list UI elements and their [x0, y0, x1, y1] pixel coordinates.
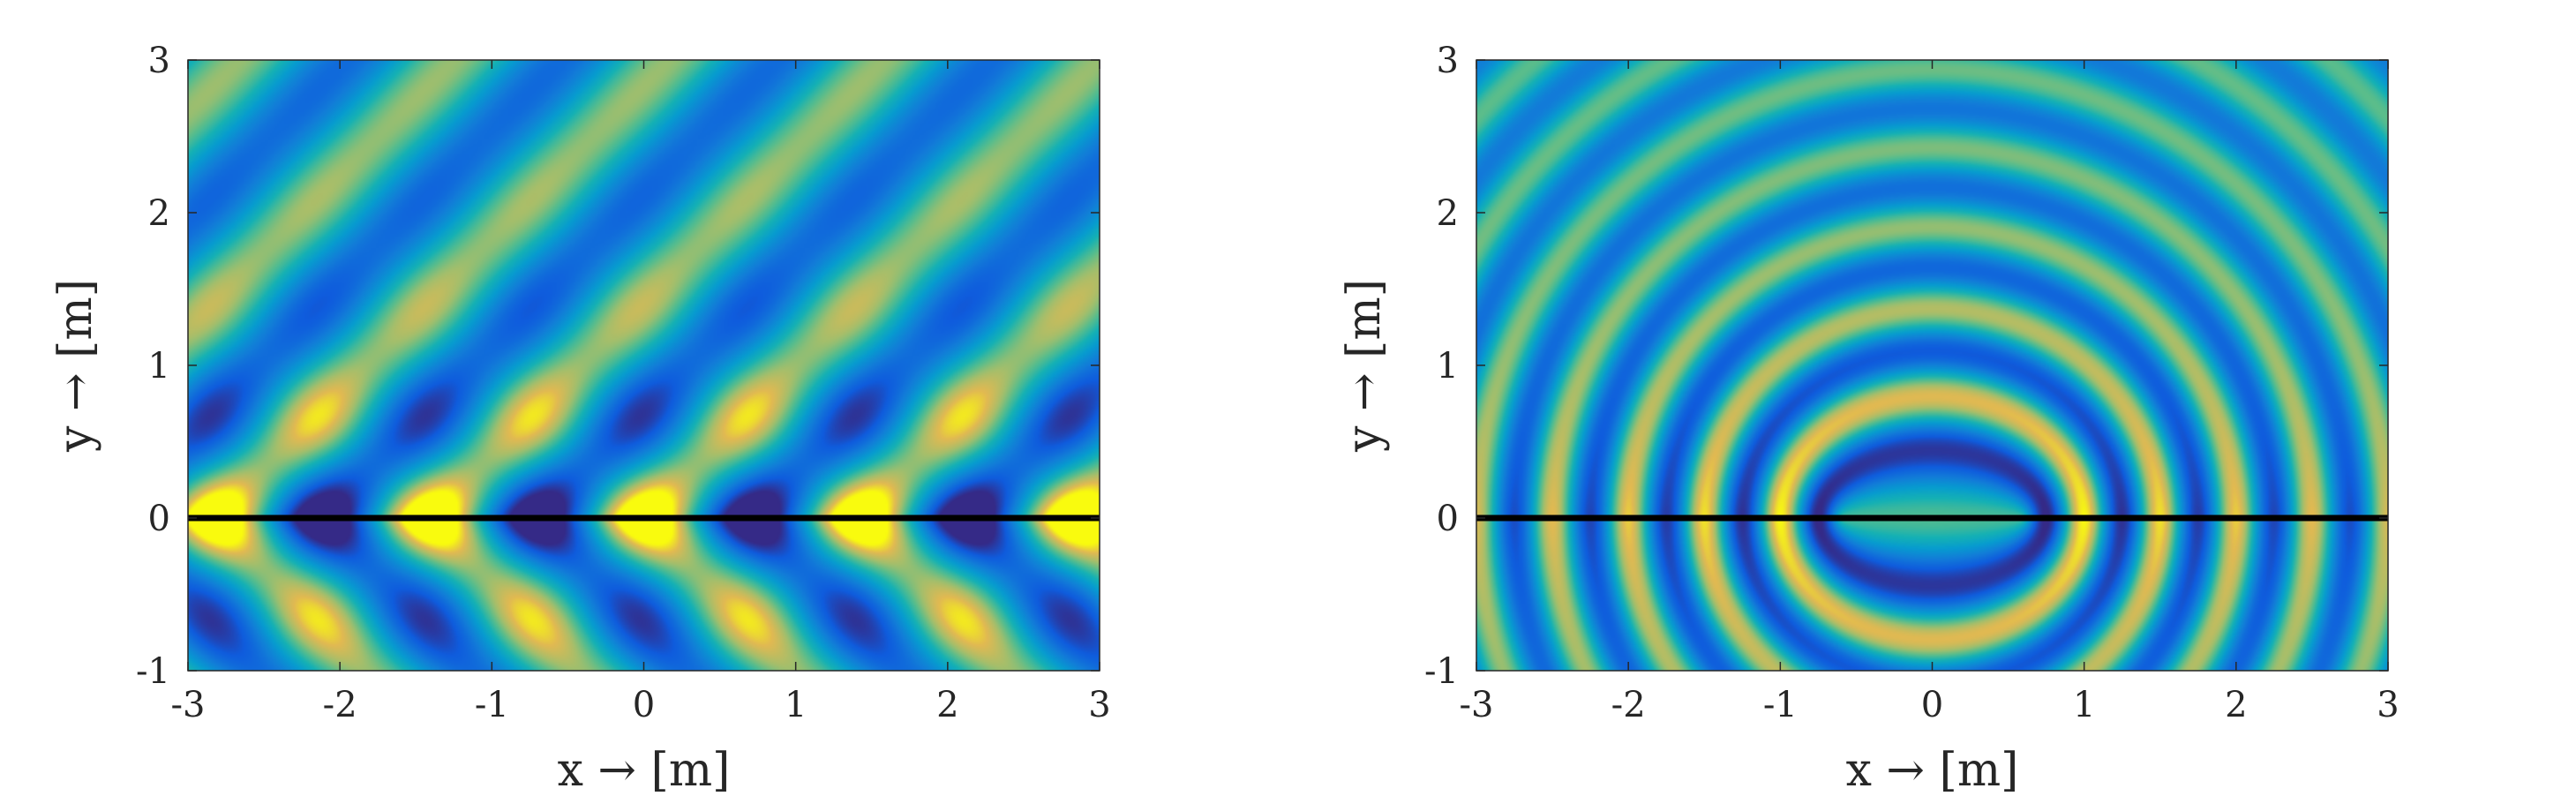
y-axis-label: y → [m]	[49, 279, 102, 453]
x-tick-label: -3	[1460, 685, 1494, 725]
y-tick-label: 3	[1437, 41, 1459, 81]
y-tick-label: 1	[148, 346, 170, 387]
heatmap-left	[188, 60, 1100, 671]
heatmap-right	[1476, 60, 2388, 671]
y-tick-label: 2	[148, 193, 170, 234]
y-tick-label: -1	[1424, 651, 1459, 692]
y-tick-label: 2	[1437, 193, 1459, 234]
x-tick-label: 1	[2073, 685, 2095, 725]
x-tick-label: 0	[633, 685, 655, 725]
plot-frame	[187, 59, 1100, 672]
panel-left: -3 -2 -1 0 1 2 3 -1 0 1 2 3 x → [m] y → [m]	[49, 41, 1111, 797]
y-tick-label: -1	[136, 651, 170, 692]
y-tick-label: 3	[148, 41, 170, 81]
x-tick-label: 2	[936, 685, 958, 725]
y-tick-label: 1	[1437, 346, 1459, 387]
x-tick-label: -3	[171, 685, 206, 725]
x-tick-label: 3	[1088, 685, 1110, 725]
y-tick-label: 0	[1437, 499, 1459, 539]
x-tick-label: -1	[475, 685, 509, 725]
x-axis-label: x → [m]	[1846, 744, 2019, 797]
x-tick-label: 2	[2225, 685, 2247, 725]
y-tick-label: 0	[148, 499, 170, 539]
plot-frame	[1476, 59, 2389, 672]
x-tick-label: -1	[1763, 685, 1798, 725]
y-axis-label: y → [m]	[1338, 279, 1391, 453]
x-tick-label: 1	[785, 685, 807, 725]
x-axis-label: x → [m]	[558, 744, 731, 797]
x-tick-label: -2	[323, 685, 357, 725]
x-tick-label: 0	[1921, 685, 1943, 725]
x-tick-label: 3	[2377, 685, 2399, 725]
x-tick-label: -2	[1611, 685, 1646, 725]
panel-right: -3 -2 -1 0 1 2 3 -1 0 1 2 3 x → [m] y → [m]	[1338, 41, 2400, 797]
